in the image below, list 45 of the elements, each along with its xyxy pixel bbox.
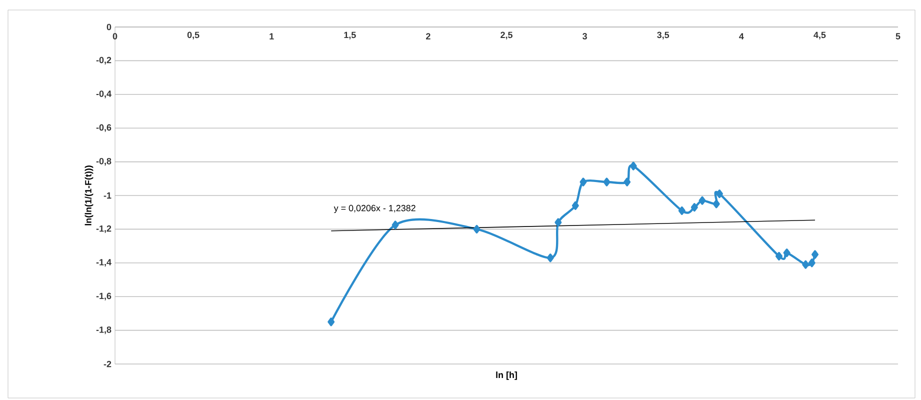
point bbox=[802, 260, 810, 269]
y-tick-label: 0 bbox=[106, 24, 112, 30]
y-tick-label: -1,6 bbox=[96, 292, 112, 300]
point bbox=[328, 318, 335, 326]
y-axis-title: ln(ln(1/(1-F(t))) bbox=[84, 166, 94, 226]
point bbox=[554, 218, 562, 227]
point bbox=[812, 250, 818, 259]
y-tick-label: -0,6 bbox=[96, 124, 112, 132]
point bbox=[712, 200, 720, 208]
x-tick-label: 4 bbox=[739, 33, 744, 40]
y-tick-label: -0,8 bbox=[96, 158, 112, 166]
point bbox=[783, 248, 790, 258]
x-tick-label: 2 bbox=[426, 33, 430, 40]
point bbox=[392, 220, 399, 230]
point bbox=[546, 254, 554, 262]
y-tick-label: -0,2 bbox=[96, 56, 112, 65]
point bbox=[473, 224, 480, 234]
x-tick-label: 1,5 bbox=[344, 32, 356, 40]
point bbox=[572, 201, 579, 210]
x-tick-label: 3 bbox=[582, 33, 587, 40]
point bbox=[776, 252, 782, 260]
y-tick-label: -1,4 bbox=[96, 259, 112, 267]
y-tick-label: -1,2 bbox=[96, 225, 112, 234]
point bbox=[630, 162, 637, 170]
point bbox=[808, 258, 816, 268]
y-tick-label: -0,4 bbox=[96, 90, 112, 98]
x-tick-label: 0,5 bbox=[187, 32, 200, 40]
point bbox=[678, 206, 686, 215]
point bbox=[603, 178, 610, 186]
x-tick-label: 5 bbox=[896, 33, 900, 40]
y-tick-label: -1,8 bbox=[96, 326, 112, 334]
point bbox=[690, 203, 698, 212]
point bbox=[580, 178, 587, 186]
point bbox=[716, 190, 723, 198]
x-tick-label: 3,5 bbox=[657, 32, 670, 40]
point bbox=[698, 196, 706, 205]
x-tick-label: 2,5 bbox=[500, 32, 512, 40]
x-axis-title: ln [h] bbox=[496, 372, 517, 380]
x-tick-label: 1 bbox=[270, 33, 274, 40]
point bbox=[624, 178, 631, 186]
x-tick-label: 4,5 bbox=[814, 32, 826, 40]
y-tick-label: -1 bbox=[104, 192, 112, 199]
annotation: y = 0,0206x - 1,2382 bbox=[334, 204, 416, 214]
x-tick-label: 0 bbox=[112, 33, 118, 40]
y-tick-label: -2 bbox=[104, 360, 112, 368]
